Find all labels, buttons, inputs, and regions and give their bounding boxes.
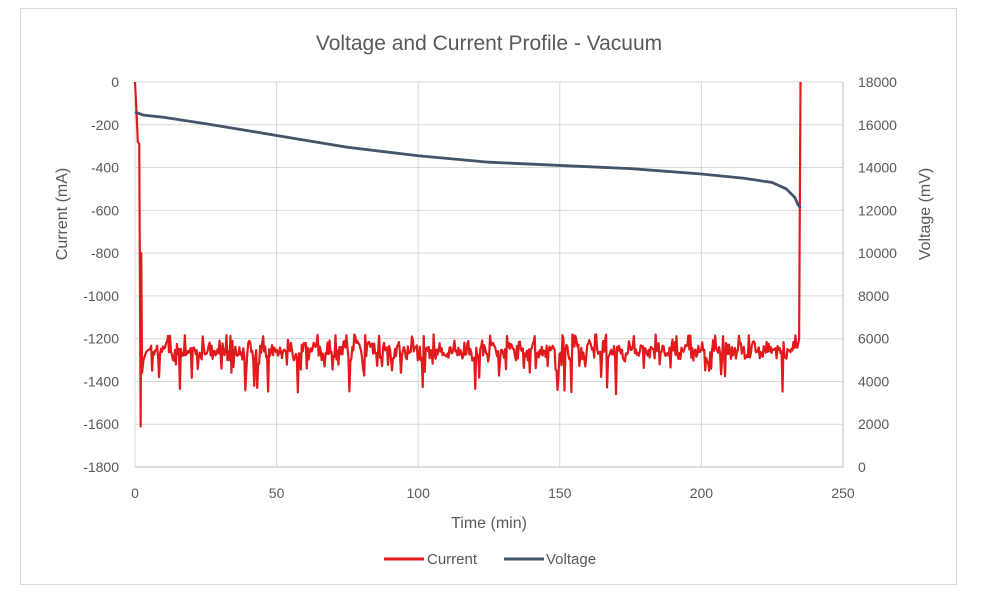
y-right-tick-label: 12000 [858,202,897,218]
y-right-tick-label: 6000 [858,331,889,347]
x-tick-label: 250 [831,485,855,501]
x-tick-label: 0 [131,485,139,501]
chart-frame: Voltage and Current Profile - Vacuum 0 18… [20,8,957,585]
x-axis-title: Time (min) [451,515,527,532]
y-right-tick-label: 8000 [858,288,889,304]
y-right-tick-label: 0 [858,459,866,475]
legend: Current Voltage [384,551,596,568]
y-right-tick-label: 4000 [858,373,889,389]
x-tick-label: 100 [407,485,431,501]
y-left-tick-label: -400 [91,160,119,176]
y-right-axis-title: Voltage (mV) [917,168,934,260]
y-left-tick-label: -1000 [83,288,119,304]
y-left-tick-label: -1800 [83,459,119,475]
legend-current-label: Current [427,551,478,568]
voltage-series-line [134,110,802,209]
y-right-tick-label: 14000 [858,160,897,176]
current-series-line [133,81,802,428]
tick-labels: 0 18000 -200 16000 -400 14000 -600 12000 -800 100… [83,74,897,501]
y-right-tick-label: 10000 [858,245,897,261]
x-tick-label: 150 [548,485,572,501]
y-left-tick-label: -1400 [83,373,119,389]
y-left-axis-title: Current (mA) [54,168,71,260]
x-tick-label: 200 [690,485,714,501]
y-left-tick-label: -1200 [83,331,119,347]
y-left-tick-label: -800 [91,245,119,261]
y-left-tick-label: 0 [111,74,119,90]
y-right-tick-label: 2000 [858,416,889,432]
y-left-tick-label: -600 [91,202,119,218]
y-left-tick-label: -1600 [83,416,119,432]
chart-title: Voltage and Current Profile - Vacuum [316,32,662,55]
gridlines [134,81,844,468]
y-right-tick-label: 16000 [858,117,897,133]
y-right-tick-label: 18000 [858,74,897,90]
y-left-tick-label: -200 [91,117,119,133]
x-tick-label: 50 [269,485,285,501]
legend-voltage-label: Voltage [546,551,596,568]
chart: Voltage and Current Profile - Vacuum 0 18… [54,32,934,568]
series [133,81,802,428]
